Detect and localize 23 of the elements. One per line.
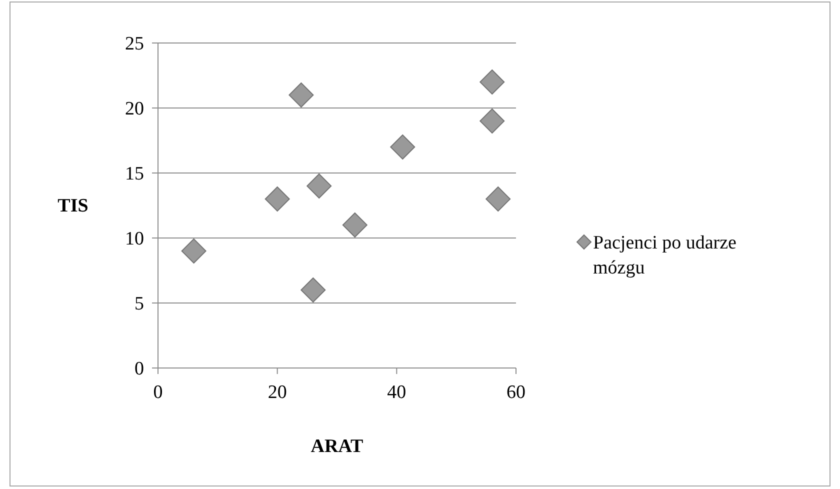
- x-tick-label: 0: [153, 382, 163, 403]
- y-tick-label: 0: [134, 358, 144, 380]
- point: [306, 174, 332, 198]
- point: [342, 212, 368, 238]
- legend-label: Pacjenci po udarze mózgu: [593, 232, 736, 279]
- point: [288, 82, 314, 108]
- y-tick-label: 10: [125, 228, 144, 250]
- x-tick-label: 60: [506, 382, 526, 403]
- y-tick-label: 15: [125, 164, 144, 185]
- y-tick-label: 25: [125, 34, 144, 55]
- y-tick-label: 5: [134, 294, 144, 315]
- point: [300, 278, 326, 302]
- point: [390, 134, 416, 160]
- point: [480, 70, 505, 94]
- point: [480, 108, 505, 134]
- point: [264, 186, 290, 212]
- y-tick-label: 20: [125, 98, 144, 120]
- x-axis-title: ARAT: [310, 436, 364, 457]
- x-tick-label: 20: [268, 382, 287, 403]
- point: [181, 238, 206, 264]
- x-tick-label: 40: [387, 382, 406, 403]
- y-axis-title: TIS: [58, 196, 88, 217]
- point: [486, 186, 511, 212]
